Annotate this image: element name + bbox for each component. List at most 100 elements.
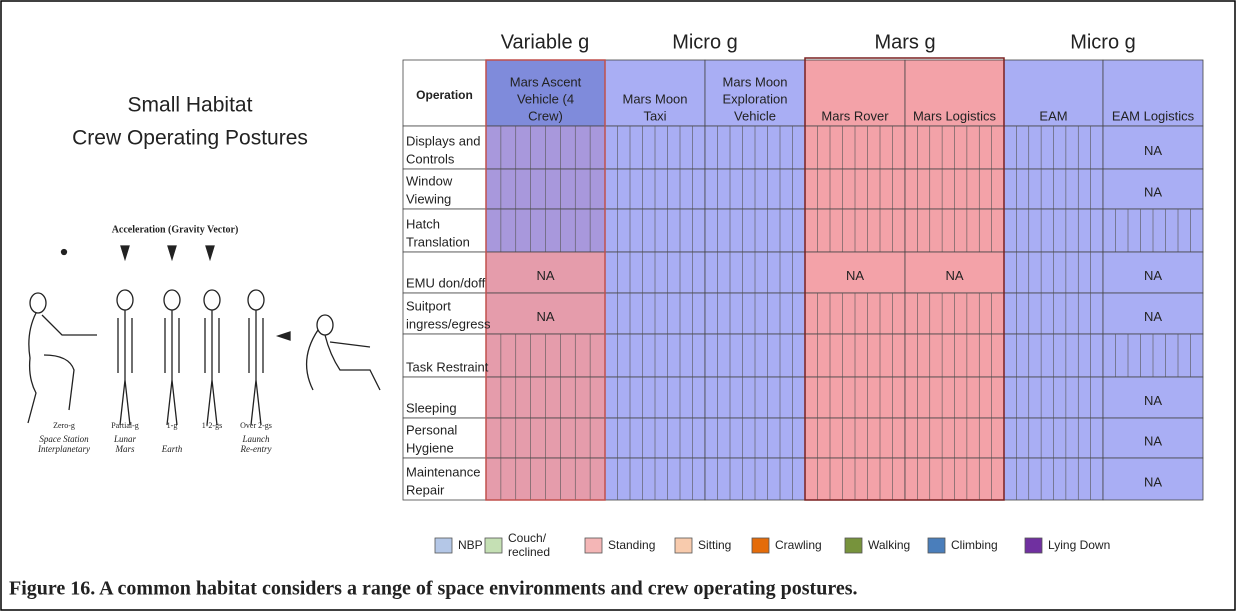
environment-label: Mars [114,444,134,454]
operation-label: Task Restraint [406,359,489,374]
legend-swatch [674,537,693,554]
environment-group: Micro g [1070,31,1136,53]
legend-label: Sitting [698,538,731,552]
environment-label: Space Station [39,434,89,444]
na-label: NA [1144,268,1162,283]
gravity-level: 1-g [167,421,178,430]
na-label: NA [846,268,864,283]
column-header: Vehicle [734,108,776,123]
legend-label: Couch/ [508,531,547,545]
column-header: Mars Logistics [913,108,997,123]
gravity-level: 1-2-gs [202,421,222,430]
environment-group: Variable g [501,31,590,53]
column-header: Mars Ascent [510,74,582,89]
gravity-level: Over 2-gs [240,421,272,430]
legend-label: Lying Down [1048,538,1110,552]
column-header: Mars Rover [821,108,889,123]
environment-label: Launch [242,434,271,444]
gravity-arrow-side [275,331,291,341]
operation-label: Window [406,173,453,188]
na-label: NA [1144,143,1162,158]
na-label: NA [1144,184,1162,199]
legend-label: Walking [868,538,910,552]
operation-label: Controls [406,151,455,166]
highlight-box [804,57,1005,501]
operation-cell [402,333,487,378]
column-header: EAM [1039,108,1067,123]
environment-label: Re-entry [240,444,272,454]
environment-label: Interplanetary [37,444,90,454]
illustration-title: Acceleration (Gravity Vector) [112,224,239,235]
posture-cell [1102,125,1204,170]
gravity-level: Partial-g [111,421,139,430]
operation-label: Personal [406,422,457,437]
operation-label: Hatch [406,216,440,231]
posture-illustration [27,245,381,426]
posture-cell [1102,168,1204,210]
column-header: Mars Moon [722,74,787,89]
figure-seated [305,314,381,391]
operation-cell [402,417,487,459]
legend-swatch [751,537,770,554]
legend-label: Standing [608,538,655,552]
gravity-dot [60,248,68,256]
legend-swatch [484,537,503,554]
legend-swatch [1024,537,1043,554]
environment-group: Mars g [874,31,935,53]
posture-cell [1102,417,1204,459]
na-label: NA [1144,393,1162,408]
column-header: Vehicle (4 [517,91,574,106]
column-header: EAM Logistics [1112,108,1195,123]
environment-label: Earth [161,444,183,454]
operation-label: Suitport [406,298,451,313]
figure-standing [116,289,265,426]
legend-label: Climbing [951,538,998,552]
operation-label: EMU don/doff [406,275,486,290]
operation-cell [402,208,487,253]
posture-cell [1102,292,1204,335]
operation-cell [402,376,487,419]
legend-swatch [927,537,946,554]
posture-cell [1102,457,1204,501]
column-header-cell [904,59,1005,127]
legend-swatch [844,537,863,554]
left-title: Small Habitat [128,94,253,117]
caption: Figure 16. A common habitat considers a … [9,578,858,600]
gravity-level: Zero-g [53,421,75,430]
na-label: NA [1144,474,1162,489]
table-header-cell [402,59,487,127]
na-label: NA [536,268,554,283]
operation-cell [402,457,487,501]
left-title: Crew Operating Postures [72,127,308,150]
operation-label: Displays and [406,133,480,148]
column-header: Mars Moon [622,91,687,106]
posture-cell [1102,251,1204,294]
environment-group: Micro g [672,31,738,53]
environment-label: Lunar [113,434,137,444]
legend-label: NBP [458,538,483,552]
legend-swatch [584,537,603,554]
operation-label: Translation [406,234,470,249]
operation-cell [402,251,487,294]
operation-label: Sleeping [406,400,457,415]
figure-zero-g [27,292,97,424]
column-header-cell [1102,59,1204,127]
column-header: Taxi [643,108,666,123]
operation-cell [402,168,487,210]
na-label: NA [1144,309,1162,324]
legend-swatch [434,537,453,554]
na-label: NA [945,268,963,283]
column-header: Exploration [722,91,787,106]
column-header-cell [485,59,606,127]
operation-header: Operation [416,88,473,102]
highlight-box [485,59,606,501]
operation-label: Viewing [406,191,451,206]
posture-cell [485,292,606,335]
operation-label: Repair [406,482,445,497]
column-header-cell [704,59,806,127]
na-label: NA [536,309,554,324]
column-header: Crew) [528,108,563,123]
na-label: NA [1144,433,1162,448]
